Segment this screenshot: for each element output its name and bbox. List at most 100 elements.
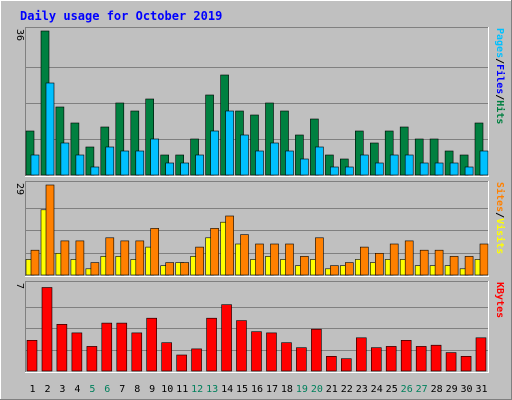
bar-hits-day-5 (85, 146, 95, 176)
bar-kbytes-day-28 (430, 344, 442, 372)
bar-kbytes-day-29 (445, 352, 457, 372)
legend-item: Hits (494, 100, 506, 124)
bar-sites-day-23 (359, 246, 369, 276)
x-tick-label: 5 (89, 384, 95, 395)
bar-pages-day-17 (270, 142, 279, 176)
bar-hits-day-9 (145, 98, 154, 176)
bar-pages-day-10 (165, 162, 174, 176)
x-tick-label: 4 (74, 384, 80, 395)
legend-item: Sites (494, 182, 506, 212)
x-tick-label: 2 (44, 384, 50, 395)
bar-kbytes-day-22 (340, 358, 352, 372)
bar-pages-day-5 (90, 166, 100, 176)
bar-hits-day-7 (115, 102, 125, 176)
x-tick-label: 24 (371, 384, 383, 395)
bar-sites-day-27 (419, 249, 429, 276)
bar-pages-day-29 (449, 162, 459, 176)
bar-hits-day-16 (250, 114, 259, 176)
bar-sites-day-18 (285, 243, 294, 276)
bar-kbytes-day-11 (176, 354, 187, 372)
x-tick-label: 14 (221, 384, 233, 395)
bar-sites-day-10 (165, 262, 174, 276)
bar-hits-day-23 (354, 130, 364, 176)
bar-pages-day-14 (225, 110, 234, 176)
bar-kbytes-day-15 (236, 320, 247, 372)
legend: KBytes (494, 282, 505, 318)
bar-pages-day-2 (45, 82, 55, 176)
bar-pages-day-23 (359, 154, 369, 176)
bar-sites-day-6 (105, 237, 115, 276)
bar-hits-day-1 (25, 130, 35, 176)
panel-visits-sites: 29 Sites/Visits (14, 181, 506, 277)
bar-pages-day-4 (75, 154, 85, 176)
bar-pages-day-9 (150, 138, 159, 176)
x-tick-label: 13 (206, 384, 218, 395)
bar-kbytes-day-24 (370, 347, 382, 372)
legend-item: Files (494, 64, 506, 94)
bar-kbytes-day-6 (101, 322, 113, 372)
bar-hits-day-31 (474, 122, 484, 176)
x-tick-label: 6 (104, 384, 110, 395)
bar-kbytes-day-16 (251, 331, 262, 372)
bar-sites-day-20 (315, 237, 324, 276)
x-tick-label: 25 (386, 384, 398, 395)
legend-item: KBytes (494, 282, 505, 318)
x-tick-label: 29 (446, 384, 458, 395)
bar-hits-day-3 (55, 106, 65, 176)
bar-sites-day-26 (404, 240, 414, 276)
bar-pages-day-11 (180, 162, 189, 176)
bar-hits-day-28 (429, 138, 439, 176)
bar-kbytes-day-21 (326, 355, 337, 372)
x-tick-label: 19 (296, 384, 308, 395)
bar-pages-day-16 (255, 150, 264, 176)
bar-hits-day-18 (280, 110, 289, 176)
bar-kbytes-day-2 (41, 287, 53, 372)
legend-item: / (494, 58, 505, 64)
y-max-label: 7 (14, 283, 25, 289)
bar-sites-day-30 (464, 256, 474, 276)
x-tick-label: 31 (475, 384, 487, 395)
bar-sites-day-7 (120, 240, 130, 276)
bar-pages-day-28 (434, 162, 444, 176)
legend-item: / (494, 212, 505, 218)
x-tick-label: 18 (281, 384, 293, 395)
bar-kbytes-day-1 (26, 339, 38, 372)
bar-pages-day-21 (330, 166, 339, 176)
y-max-label: 29 (14, 183, 25, 195)
legend-item: Visits (494, 218, 506, 254)
x-tick-label: 16 (251, 384, 263, 395)
x-tick-label: 28 (431, 384, 443, 395)
bar-sites-day-5 (90, 262, 100, 276)
bar-kbytes-day-13 (206, 317, 217, 372)
bar-hits-day-8 (130, 110, 140, 176)
bar-pages-day-20 (315, 146, 324, 176)
bar-sites-day-28 (434, 249, 444, 276)
bar-pages-day-15 (240, 134, 249, 176)
x-tick-label: 22 (341, 384, 353, 395)
bar-sites-day-25 (389, 243, 399, 276)
x-tick-label: 30 (460, 384, 472, 395)
bar-hits-day-30 (459, 154, 469, 176)
bar-kbytes-day-3 (56, 323, 68, 372)
bar-sites-day-14 (225, 215, 234, 276)
bar-pages-day-18 (285, 150, 294, 176)
panel-hits-files-pages: 36 Pages/Files/Hits (14, 27, 506, 177)
bar-sites-day-3 (60, 240, 70, 276)
bar-kbytes-day-26 (400, 339, 412, 372)
bar-hits-day-19 (295, 134, 304, 176)
bar-kbytes-day-30 (460, 355, 472, 372)
x-tick-label: 27 (416, 384, 428, 395)
bar-sites-day-21 (330, 265, 339, 276)
x-tick-label: 17 (266, 384, 278, 395)
y-max-label: 36 (14, 29, 25, 41)
bar-sites-day-1 (30, 249, 40, 276)
bar-sites-day-19 (300, 256, 309, 276)
bar-sites-day-31 (479, 243, 489, 276)
x-tick-label: 23 (356, 384, 368, 395)
bar-sites-day-9 (150, 228, 159, 276)
bar-sites-day-8 (135, 240, 145, 276)
bar-hits-day-27 (414, 138, 424, 176)
bar-pages-day-30 (464, 166, 474, 176)
